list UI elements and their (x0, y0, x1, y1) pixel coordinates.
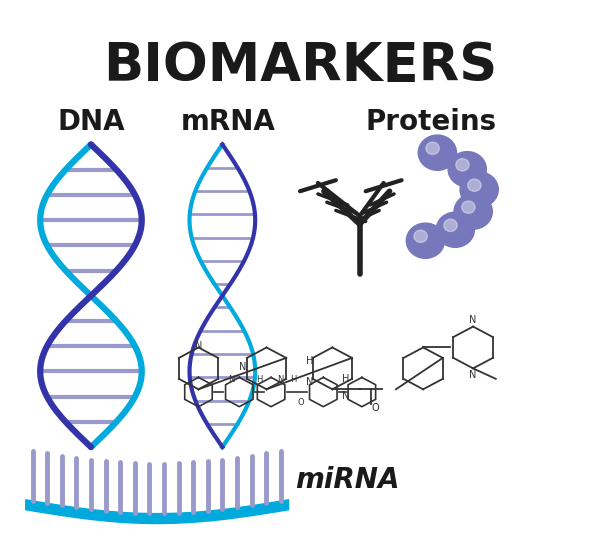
Text: BIOMARKERS: BIOMARKERS (103, 40, 497, 92)
Circle shape (462, 201, 475, 213)
Text: H: H (305, 356, 313, 366)
Text: N: N (228, 375, 235, 384)
Text: N: N (342, 390, 350, 400)
Circle shape (414, 230, 427, 243)
Text: N: N (195, 341, 202, 352)
Text: O: O (297, 398, 304, 407)
Text: miRNA: miRNA (296, 466, 400, 494)
Text: H: H (342, 374, 350, 384)
Text: Proteins: Proteins (366, 108, 497, 137)
Text: H: H (257, 375, 263, 384)
Circle shape (456, 159, 469, 171)
Circle shape (426, 142, 439, 154)
Circle shape (454, 194, 493, 229)
Text: H: H (290, 375, 297, 384)
Circle shape (406, 223, 445, 258)
Text: N: N (277, 375, 283, 384)
Text: N: N (469, 315, 477, 325)
Circle shape (460, 172, 498, 207)
Text: O: O (371, 403, 379, 413)
Text: DNA: DNA (57, 108, 125, 137)
Circle shape (448, 152, 487, 187)
Text: N: N (239, 362, 246, 372)
Circle shape (468, 179, 481, 191)
Circle shape (444, 219, 457, 232)
Circle shape (418, 135, 457, 170)
Text: N: N (469, 369, 477, 380)
Text: N: N (305, 377, 313, 387)
Text: mRNA: mRNA (181, 108, 276, 137)
Circle shape (436, 212, 475, 247)
